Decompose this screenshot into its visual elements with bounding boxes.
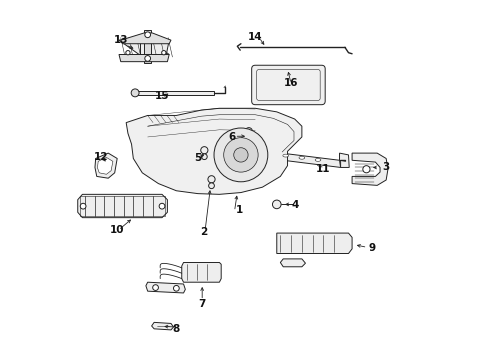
Circle shape <box>131 89 139 97</box>
Polygon shape <box>126 108 301 194</box>
Circle shape <box>208 183 214 189</box>
Text: 1: 1 <box>235 206 242 216</box>
Text: 14: 14 <box>247 32 262 41</box>
Circle shape <box>173 285 179 291</box>
Circle shape <box>245 134 251 139</box>
Circle shape <box>272 200 281 209</box>
Circle shape <box>125 50 130 55</box>
Text: 7: 7 <box>197 299 205 309</box>
Text: 6: 6 <box>228 132 235 142</box>
Circle shape <box>159 203 164 209</box>
Circle shape <box>207 176 215 183</box>
Circle shape <box>152 285 158 291</box>
Text: 5: 5 <box>194 153 201 163</box>
Circle shape <box>223 138 258 172</box>
Ellipse shape <box>314 158 320 161</box>
Circle shape <box>144 55 150 61</box>
Polygon shape <box>119 37 169 58</box>
Circle shape <box>80 203 86 209</box>
Circle shape <box>201 147 207 154</box>
Polygon shape <box>119 54 169 62</box>
Polygon shape <box>339 153 348 167</box>
Polygon shape <box>276 233 351 253</box>
Text: 16: 16 <box>284 78 298 88</box>
FancyBboxPatch shape <box>251 65 325 105</box>
Text: 2: 2 <box>199 227 206 237</box>
Text: 3: 3 <box>382 162 389 172</box>
Polygon shape <box>280 259 305 267</box>
Polygon shape <box>95 153 117 178</box>
Polygon shape <box>121 33 171 44</box>
Text: 10: 10 <box>110 225 124 235</box>
Text: 9: 9 <box>367 243 375 253</box>
Circle shape <box>144 32 150 38</box>
Bar <box>80 196 164 216</box>
Circle shape <box>244 128 252 135</box>
Polygon shape <box>145 282 185 293</box>
Polygon shape <box>182 262 221 282</box>
Polygon shape <box>97 157 113 174</box>
Text: 15: 15 <box>155 91 169 101</box>
Circle shape <box>214 128 267 182</box>
Circle shape <box>362 166 369 173</box>
Polygon shape <box>135 91 214 95</box>
Ellipse shape <box>298 156 304 159</box>
Circle shape <box>162 50 165 55</box>
Text: 11: 11 <box>316 164 330 174</box>
Ellipse shape <box>282 154 288 157</box>
Polygon shape <box>144 31 151 63</box>
Text: 12: 12 <box>94 152 108 162</box>
Circle shape <box>201 154 207 159</box>
Polygon shape <box>351 153 387 185</box>
Circle shape <box>233 148 247 162</box>
Polygon shape <box>278 153 340 167</box>
Polygon shape <box>140 37 169 58</box>
Polygon shape <box>78 194 167 218</box>
Polygon shape <box>151 322 173 330</box>
Text: 13: 13 <box>113 35 128 45</box>
Text: 8: 8 <box>172 324 180 334</box>
Text: 4: 4 <box>290 200 298 210</box>
